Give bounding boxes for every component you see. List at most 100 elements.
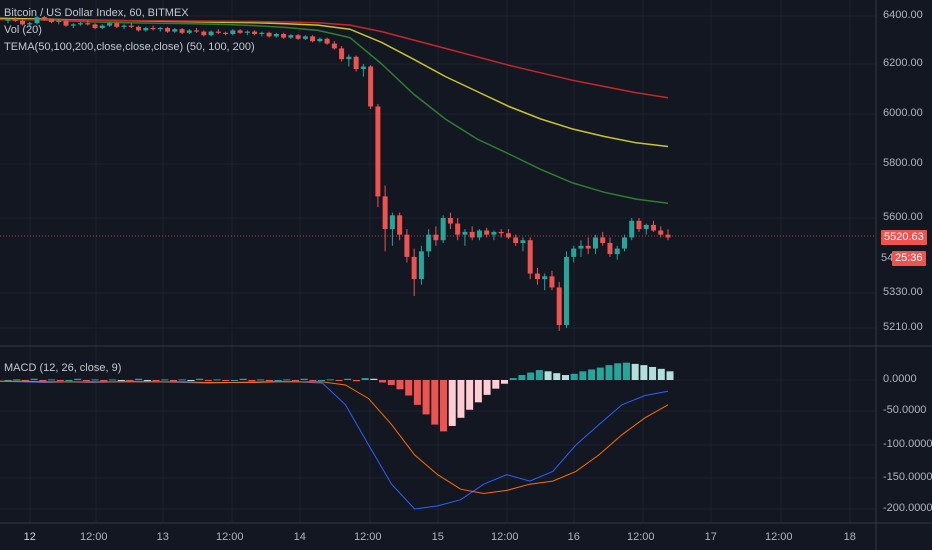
macd-histogram-bar (614, 363, 622, 380)
candle-body (165, 28, 171, 32)
candle-body (621, 237, 627, 249)
candle-body (215, 31, 221, 33)
candle-body (27, 23, 33, 25)
signal-line (0, 380, 669, 495)
macd-histogram-bar (135, 378, 143, 380)
candle-body (607, 243, 613, 255)
macd-histogram-bar (501, 380, 508, 384)
candle-body (462, 231, 468, 235)
candle-body (273, 34, 279, 37)
macd-histogram-bar (126, 380, 134, 381)
macd-histogram-bar (248, 380, 256, 382)
tema-label: TEMA(50,100,200,close,close,close) (50, … (4, 41, 255, 53)
price-tick-label: 6400.00 (883, 9, 923, 21)
macd-histogram-bar (4, 380, 12, 381)
candle-body (513, 237, 519, 243)
candle-body (194, 30, 200, 32)
macd-tick-label: 0.0000 (883, 373, 917, 385)
candle-body (121, 25, 127, 27)
time-tick-label: 12:00 (80, 531, 108, 543)
price-tick-label: 6000.00 (883, 107, 923, 119)
time-tick-label: 12:00 (491, 531, 519, 543)
macd-histogram-bar (457, 380, 465, 418)
macd-histogram-bar (544, 371, 552, 380)
macd-histogram-bar (13, 379, 21, 381)
macd-histogram-bar (309, 380, 317, 381)
candle-body (418, 251, 424, 280)
macd-histogram-bar (448, 380, 456, 426)
macd-histogram-bar (579, 371, 587, 380)
candle-body (636, 220, 642, 230)
candle-body (78, 23, 84, 25)
candle-body (310, 36, 316, 42)
candle-body (179, 29, 185, 33)
macd-histogram-bar (370, 378, 378, 380)
macd-tick-label: -150.0000 (883, 471, 932, 483)
macd-histogram-bar (344, 378, 352, 380)
price-tick-label: 5210.00 (883, 321, 923, 333)
macd-histogram-bar (143, 380, 151, 381)
macd-histogram-bar (196, 378, 204, 380)
time-tick-label: 15 (431, 531, 444, 543)
candle-body (542, 276, 548, 280)
time-tick-label: 12 (23, 531, 36, 543)
macd-histogram-bar (257, 379, 265, 381)
candle-body (491, 231, 497, 235)
macd-histogram-bar (213, 379, 221, 381)
candle-body (520, 240, 526, 243)
tema-line-2 (0, 17, 669, 148)
macd-tick-label: -200.0000 (883, 502, 932, 514)
macd-histogram-bar (65, 380, 73, 381)
time-tick-label: 12:00 (627, 531, 655, 543)
candle-body (484, 230, 490, 235)
candle-body (368, 66, 374, 107)
tema-line-3 (0, 18, 669, 99)
candle-body (455, 223, 461, 235)
candle-body (389, 215, 395, 230)
macd-histogram-bar (431, 380, 439, 425)
candle-body (346, 56, 352, 60)
time-tick-label: 17 (704, 531, 717, 543)
macd-histogram-bar (561, 375, 569, 380)
candle-body (447, 218, 453, 224)
candle-body (295, 35, 301, 39)
macd-histogram-bar (570, 373, 578, 380)
candle-body (41, 17, 47, 20)
macd-histogram-bar (361, 378, 369, 380)
candle-body (49, 19, 55, 22)
candle-body (223, 32, 229, 34)
current-price-tag: 5520.63 (881, 230, 927, 245)
candle-body (172, 29, 178, 32)
candle-body (629, 220, 635, 238)
macd-histogram-bar (649, 366, 657, 380)
macd-histogram-bar (21, 380, 29, 381)
candle-body (600, 237, 606, 243)
macd-histogram-bar (265, 380, 273, 381)
candle-body (266, 32, 272, 37)
time-tick-label: 13 (156, 531, 169, 543)
macd-histogram-bar (274, 380, 282, 381)
candle-body (324, 38, 330, 44)
candle-body (411, 256, 417, 280)
candle-body (404, 234, 410, 257)
candle-body (585, 245, 591, 249)
macd-histogram-bar (326, 379, 334, 381)
macd-tick-label: -100.0000 (883, 438, 932, 450)
candle-body (397, 215, 403, 235)
candle-body (157, 28, 163, 30)
time-tick-label: 12:00 (216, 531, 244, 543)
macd-histogram-bar (91, 379, 99, 381)
time-tick-label: 16 (567, 531, 580, 543)
chart-title: Bitcoin / US Dollar Index, 60, BITMEX (4, 7, 189, 19)
macd-histogram-bar (483, 380, 491, 395)
candle-body (426, 234, 432, 252)
candle-body (563, 256, 569, 326)
macd-histogram-bar (152, 380, 160, 381)
candle-body (339, 48, 345, 60)
candle-body (237, 30, 243, 33)
candle-body (549, 276, 555, 288)
macd-histogram-bar (352, 380, 360, 382)
candle-body (643, 224, 649, 230)
macd-histogram-bar (335, 380, 343, 381)
